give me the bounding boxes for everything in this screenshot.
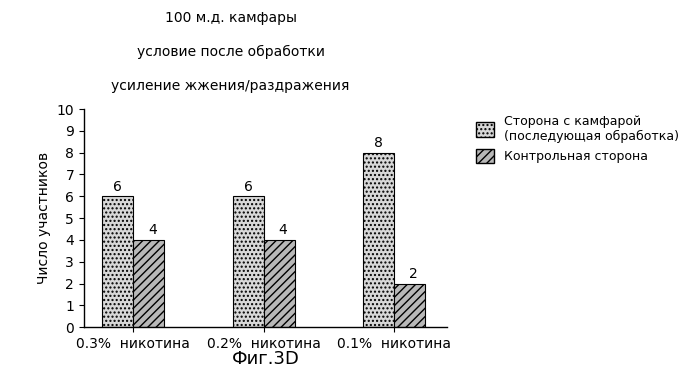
Bar <box>233 196 264 327</box>
Text: 2: 2 <box>410 267 418 281</box>
Text: усиление жжения/раздражения: усиление жжения/раздражения <box>111 79 350 93</box>
Text: 8: 8 <box>374 136 383 150</box>
Bar <box>264 240 294 327</box>
Text: 6: 6 <box>113 180 122 194</box>
Text: условие после обработки: условие после обработки <box>137 45 324 59</box>
Bar <box>102 196 133 327</box>
Text: Фиг.3D: Фиг.3D <box>231 350 300 368</box>
Text: 6: 6 <box>244 180 252 194</box>
Y-axis label: Число участников: Число участников <box>37 152 51 284</box>
Bar <box>363 153 394 327</box>
Bar <box>394 284 425 327</box>
Legend: Сторона с камфарой
(последующая обработка), Контрольная сторона: Сторона с камфарой (последующая обработк… <box>472 111 683 167</box>
Text: 4: 4 <box>279 223 287 237</box>
Text: 100 м.д. камфары: 100 м.д. камфары <box>165 11 296 25</box>
Text: 4: 4 <box>148 223 157 237</box>
Bar <box>133 240 164 327</box>
